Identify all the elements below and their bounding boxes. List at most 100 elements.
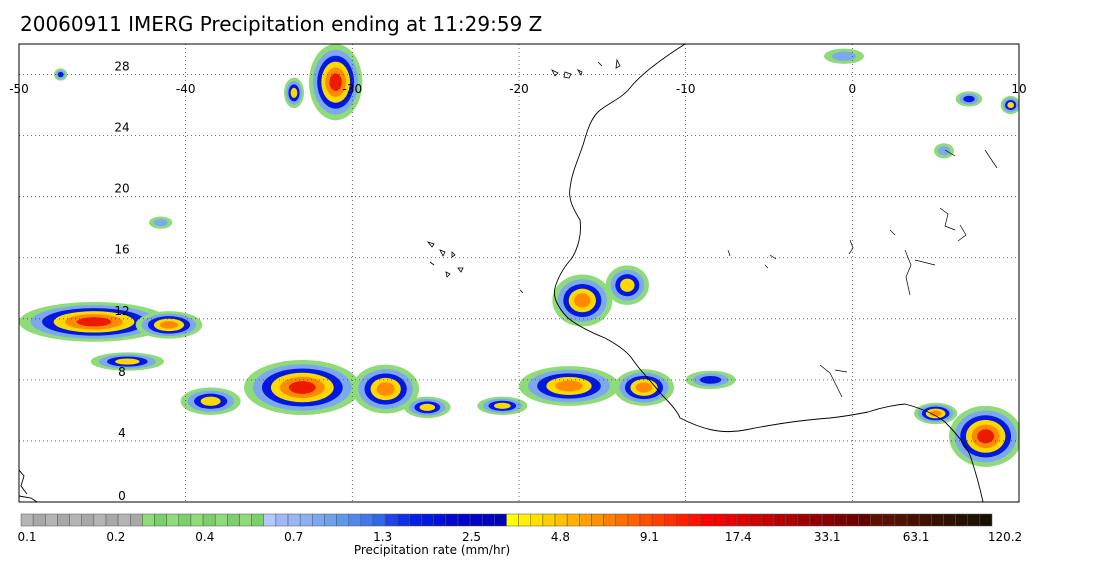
precip-cell <box>376 382 395 396</box>
colorbar-swatch <box>664 513 677 527</box>
map-border <box>18 43 1020 503</box>
colorbar <box>20 513 993 527</box>
colorbar-swatch <box>724 513 738 527</box>
colorbar-swatch <box>129 513 143 527</box>
precip-cell <box>963 95 975 103</box>
coastline <box>19 44 998 502</box>
lon-tick-label: -20 <box>509 82 529 96</box>
lon-tick-label: -40 <box>176 82 196 96</box>
colorbar-swatch <box>190 513 204 527</box>
colorbar-swatch <box>69 513 82 527</box>
precip-cell <box>329 73 342 91</box>
colorbar-swatch <box>32 513 46 527</box>
colorbar-swatch <box>870 513 884 527</box>
lat-tick-label: 20 <box>114 182 129 196</box>
precip-cell <box>159 321 179 329</box>
precip-cell <box>419 403 436 411</box>
map-title: 20060911 IMERG Precipitation ending at 1… <box>20 12 543 36</box>
colorbar-swatch <box>421 513 434 527</box>
precip-cell <box>288 381 316 394</box>
colorbar-swatch <box>906 513 920 527</box>
colorbar-swatch <box>202 513 216 527</box>
colorbar-swatch <box>773 513 786 527</box>
colorbar-swatch <box>372 513 386 527</box>
lat-tick-label: 16 <box>114 243 129 257</box>
cape-verde-islands <box>426 241 524 294</box>
precip-cell <box>699 375 722 384</box>
colorbar-swatch <box>566 513 580 527</box>
canary-islands <box>551 58 621 79</box>
lat-tick-label: 12 <box>114 304 129 318</box>
colorbar-swatch <box>676 513 689 527</box>
colorbar-swatch <box>469 513 483 527</box>
colorbar-swatch <box>481 513 495 527</box>
longitude-labels: -50 -40 -30 -20 -10 0 10 <box>9 82 1026 96</box>
colorbar-swatch <box>979 513 993 527</box>
lon-tick-label: -30 <box>343 82 363 96</box>
colorbar-swatch <box>397 513 410 527</box>
colorbar-swatch <box>20 513 34 527</box>
colorbar-swatch <box>785 513 799 527</box>
colorbar-swatch <box>591 513 604 527</box>
colorbar-swatch <box>142 513 155 527</box>
colorbar-swatch <box>506 513 519 527</box>
colorbar-swatch <box>336 513 349 527</box>
colorbar-swatch <box>312 513 325 527</box>
precip-cell <box>832 51 856 61</box>
colorbar-swatch <box>700 513 714 527</box>
precip-cell <box>574 293 591 308</box>
lon-tick-label: -50 <box>9 82 29 96</box>
colorbar-swatch <box>931 513 944 527</box>
lat-tick-label: 28 <box>114 60 129 74</box>
precip-cell <box>57 71 64 78</box>
precip-cell <box>1007 102 1015 109</box>
colorbar-swatch <box>457 513 471 527</box>
precip-cell <box>290 87 298 98</box>
colorbar-swatch <box>251 513 265 527</box>
colorbar-swatch <box>858 513 871 527</box>
colorbar-swatch <box>93 513 107 527</box>
colorbar-swatch <box>409 513 422 527</box>
colorbar-swatch <box>749 513 762 527</box>
precip-cell <box>977 429 995 444</box>
colorbar-tick-label: 0.7 <box>284 530 303 544</box>
colorbar-swatch <box>299 513 313 527</box>
colorbar-swatch <box>348 513 362 527</box>
colorbar-swatch <box>712 513 726 527</box>
colorbar-swatch <box>615 513 629 527</box>
precip-cell <box>620 278 635 292</box>
colorbar-swatch <box>287 513 301 527</box>
colorbar-swatch <box>494 513 507 527</box>
colorbar-tick-label: 0.2 <box>106 530 125 544</box>
lat-tick-label: 0 <box>118 489 126 503</box>
precip-cell <box>929 410 942 417</box>
precipitation-field <box>19 44 1019 467</box>
colorbar-tick-label: 2.5 <box>462 530 481 544</box>
colorbar-swatch <box>833 513 847 527</box>
colorbar-swatch <box>154 513 167 527</box>
precip-cell <box>153 218 168 227</box>
lon-tick-label: -10 <box>676 82 696 96</box>
colorbar-swatch <box>81 513 95 527</box>
colorbar-tick-labels: 0.1 0.2 0.4 0.7 1.3 2.5 4.8 9.1 17.4 33.1 63.1 120.… <box>17 530 1022 544</box>
lon-tick-label: 0 <box>849 82 857 96</box>
colorbar-swatch <box>809 513 823 527</box>
colorbar-swatch <box>967 513 981 527</box>
colorbar-tick-label: 63.1 <box>903 530 930 544</box>
colorbar-title: Precipitation rate (mm/hr) <box>354 543 510 557</box>
lat-lon-grid <box>19 44 1019 502</box>
colorbar-swatch <box>821 513 835 527</box>
colorbar-swatch <box>45 513 58 527</box>
colorbar-swatch <box>445 513 459 527</box>
colorbar-tick-label: 0.4 <box>195 530 214 544</box>
colorbar-swatch <box>918 513 932 527</box>
colorbar-swatch <box>603 513 616 527</box>
colorbar-tick-label: 17.4 <box>725 530 752 544</box>
latitude-labels: 0 4 8 12 16 20 24 28 <box>114 60 129 503</box>
colorbar-swatch <box>761 513 774 527</box>
colorbar-swatch <box>57 513 70 527</box>
colorbar-swatch <box>117 513 131 527</box>
colorbar-swatch <box>360 513 374 527</box>
colorbar-swatch <box>846 513 859 527</box>
colorbar-swatch <box>688 513 701 527</box>
